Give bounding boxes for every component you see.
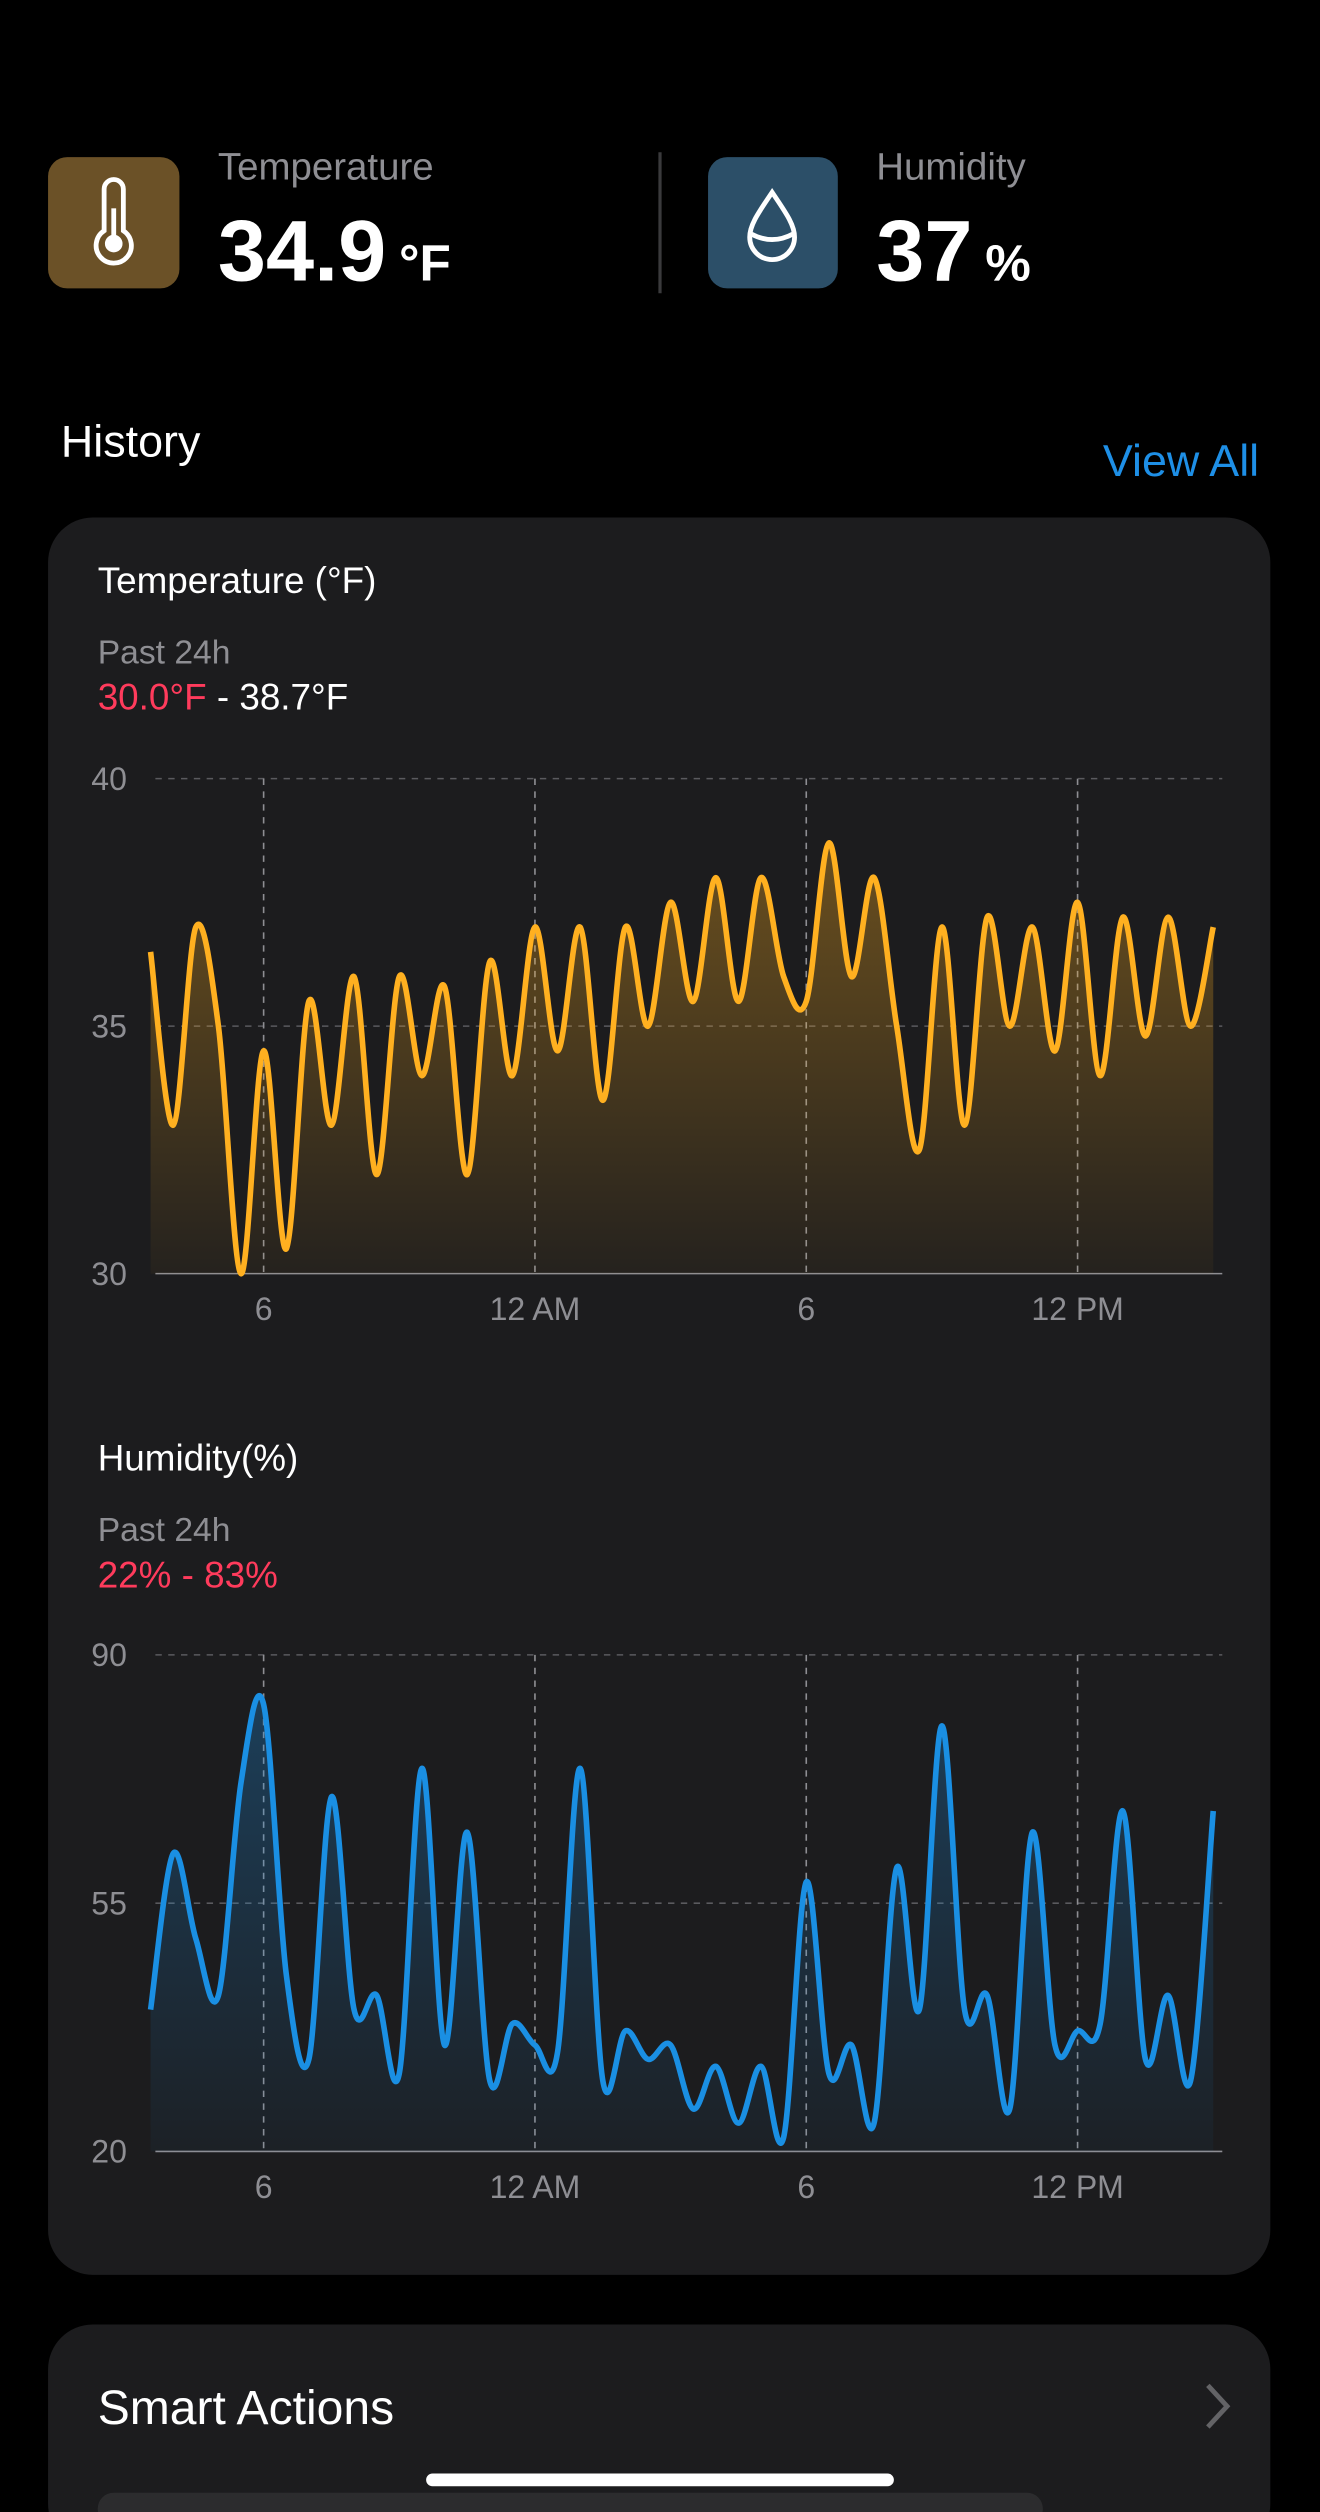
card-title: Smart Actions bbox=[98, 2382, 394, 2435]
range: 22% - 83% bbox=[98, 1555, 278, 1596]
list-item bbox=[97, 2492, 1043, 2512]
range: 30.0°F - 38.7°F bbox=[98, 677, 349, 718]
line bbox=[147, 1693, 1217, 2146]
y-tick-label: 35 bbox=[91, 1008, 127, 1044]
reading-label: Temperature bbox=[218, 145, 434, 188]
section-title: History bbox=[61, 416, 201, 467]
history-card bbox=[48, 517, 1271, 2275]
y-tick-label: 40 bbox=[91, 761, 127, 797]
value: 37 bbox=[876, 203, 972, 299]
smart-actions-card[interactable] bbox=[48, 2324, 1271, 2512]
view-all-link[interactable]: View All bbox=[1103, 435, 1259, 486]
reading-value: 34.9 °F bbox=[218, 203, 451, 299]
range-part: - 38.7°F bbox=[207, 677, 349, 718]
x-tick-label: 6 bbox=[255, 2169, 273, 2205]
y-tick-label: 55 bbox=[91, 1885, 127, 1921]
chart-subtitle: Past 24h bbox=[98, 634, 231, 671]
chart-subtitle: Past 24h bbox=[98, 1512, 231, 1549]
humidity-icon bbox=[708, 157, 838, 289]
unit: °F bbox=[399, 234, 451, 291]
x-tick-label: 6 bbox=[255, 1291, 273, 1327]
x-tick-label: 6 bbox=[797, 1291, 815, 1327]
x-tick-label: 12 AM bbox=[490, 2169, 581, 2205]
area bbox=[150, 842, 1214, 1274]
drop bbox=[747, 187, 797, 262]
area bbox=[150, 1695, 1214, 2152]
line bbox=[147, 840, 1216, 1277]
chevron bbox=[1206, 2383, 1231, 2429]
chart-title: Temperature (°F) bbox=[98, 560, 377, 601]
x-tick-label: 12 PM bbox=[1031, 2169, 1124, 2205]
y-tick-label: 30 bbox=[91, 1256, 127, 1292]
range-part: 30.0°F bbox=[98, 677, 207, 718]
x-tick-label: 12 AM bbox=[490, 1291, 581, 1327]
chart-title: Humidity(%) bbox=[98, 1438, 299, 1479]
y-tick-label: 90 bbox=[91, 1637, 127, 1673]
x-tick-label: 6 bbox=[797, 2169, 815, 2205]
unit: % bbox=[985, 234, 1031, 291]
reading-label: Humidity bbox=[876, 145, 1026, 188]
x-tick-label: 12 PM bbox=[1031, 1291, 1124, 1327]
value: 34.9 bbox=[218, 203, 386, 299]
reading-value: 37% bbox=[876, 203, 1031, 299]
y-tick-label: 20 bbox=[91, 2134, 127, 2170]
home-indicator bbox=[426, 2473, 894, 2487]
range-part: 22% - 83% bbox=[98, 1555, 278, 1596]
thermometer bbox=[93, 177, 134, 266]
